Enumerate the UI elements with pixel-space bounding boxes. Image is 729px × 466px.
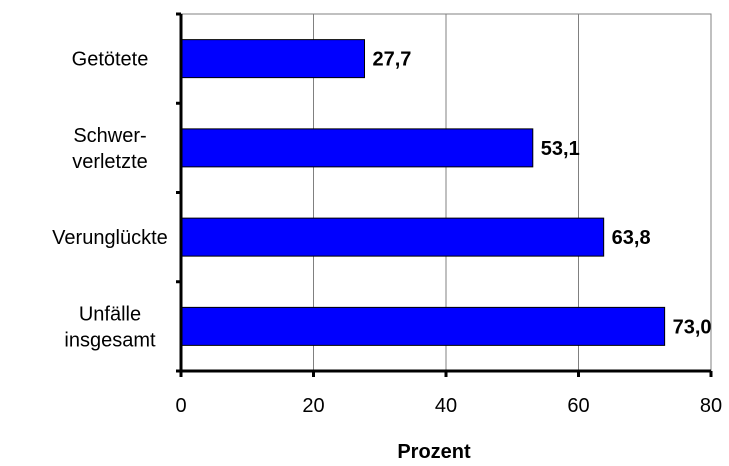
category-label: Unfälle	[79, 303, 141, 325]
category-label: Verunglückte	[52, 227, 168, 249]
x-tick-label: 60	[567, 395, 589, 417]
bar	[180, 39, 366, 79]
category-label: insgesamt	[64, 329, 156, 351]
x-tick-label: 20	[302, 395, 324, 417]
data-label: 73,0	[673, 316, 712, 338]
data-label: 53,1	[541, 138, 580, 160]
category-label: Schwer-	[73, 125, 146, 147]
data-label: 27,7	[373, 49, 412, 71]
x-tick-label: 40	[435, 395, 457, 417]
data-label: 63,8	[612, 227, 651, 249]
bars	[180, 39, 666, 346]
x-axis-title: Prozent	[397, 441, 471, 463]
bar	[180, 217, 605, 257]
x-tick-label: 0	[175, 395, 186, 417]
labels: 27,7 Getötete 53,1 Schwer-verletzte 63,8 Veru…	[52, 49, 722, 417]
x-tick-label: 80	[700, 395, 722, 417]
category-label: verletzte	[72, 151, 148, 173]
axes	[176, 12, 713, 377]
bar	[180, 306, 666, 346]
category-label: Getötete	[72, 49, 149, 71]
bar	[180, 128, 534, 168]
